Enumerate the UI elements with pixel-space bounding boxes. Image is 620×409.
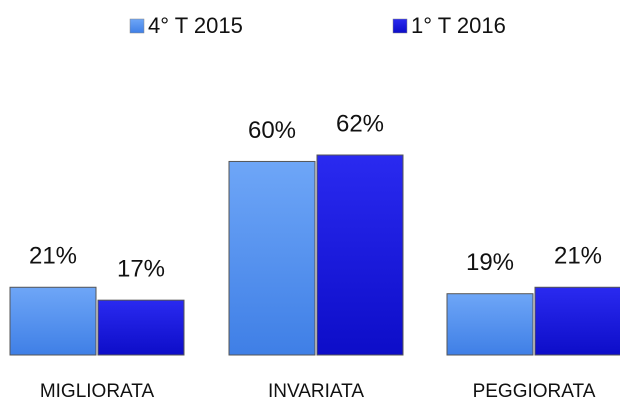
- bar: [446, 293, 534, 356]
- bar: [228, 160, 316, 356]
- legend-swatch: [392, 18, 408, 34]
- bar: [316, 154, 404, 356]
- x-tick-label: INVARIATA: [268, 381, 364, 402]
- x-tick-label: PEGGIORATA: [473, 381, 596, 402]
- value-label: 21%: [29, 243, 77, 270]
- x-tick-label: MIGLIORATA: [40, 381, 155, 402]
- legend-label: 4° T 2015: [148, 13, 243, 38]
- legend-swatch: [129, 18, 145, 34]
- legend-label: 1° T 2016: [411, 13, 506, 38]
- value-label: 17%: [117, 256, 165, 283]
- value-label: 62%: [336, 110, 384, 137]
- value-label: 21%: [554, 243, 602, 270]
- value-label: 60%: [248, 117, 296, 144]
- bar: [9, 286, 97, 356]
- bar: [97, 299, 185, 356]
- value-label: 19%: [466, 249, 514, 276]
- bar: [534, 286, 620, 356]
